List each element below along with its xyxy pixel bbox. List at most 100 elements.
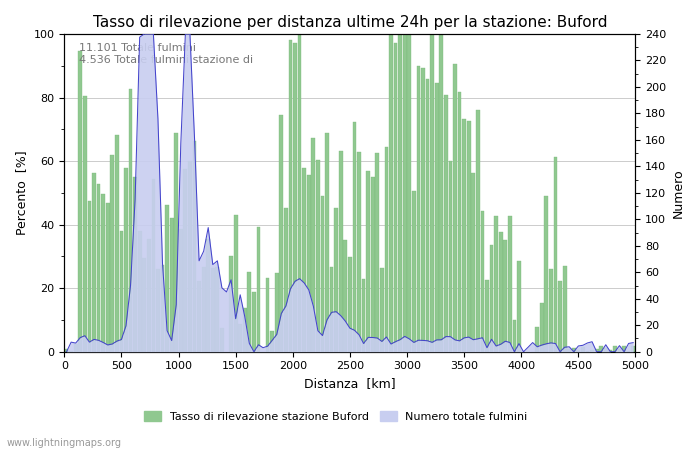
- Bar: [608, 350, 612, 352]
- Bar: [257, 227, 260, 352]
- Bar: [102, 194, 105, 352]
- Bar: [503, 240, 507, 352]
- Bar: [480, 211, 484, 352]
- Bar: [490, 244, 493, 352]
- Bar: [604, 348, 608, 352]
- Bar: [494, 216, 498, 352]
- Bar: [462, 119, 466, 352]
- Bar: [97, 184, 100, 352]
- Bar: [407, 34, 411, 352]
- Bar: [545, 196, 548, 352]
- Bar: [581, 347, 584, 352]
- Bar: [312, 139, 315, 352]
- Y-axis label: Numero: Numero: [672, 168, 685, 218]
- Bar: [115, 135, 119, 352]
- Bar: [220, 328, 224, 352]
- Bar: [298, 34, 302, 352]
- Bar: [371, 177, 374, 352]
- Title: Tasso di rilevazione per distanza ultime 24h per la stazione: Buford: Tasso di rilevazione per distanza ultime…: [92, 15, 607, 30]
- Bar: [508, 216, 512, 352]
- Bar: [64, 349, 69, 352]
- Bar: [284, 207, 288, 352]
- Bar: [353, 122, 356, 352]
- Bar: [339, 151, 342, 352]
- Bar: [147, 239, 150, 352]
- Bar: [211, 268, 215, 352]
- Bar: [631, 346, 635, 352]
- Bar: [512, 320, 517, 352]
- Bar: [595, 349, 598, 352]
- Bar: [111, 155, 114, 352]
- Bar: [590, 350, 594, 352]
- Bar: [183, 169, 187, 352]
- Bar: [622, 346, 626, 352]
- Bar: [357, 152, 361, 352]
- Bar: [444, 95, 448, 352]
- Bar: [402, 34, 407, 352]
- Bar: [83, 96, 87, 352]
- Bar: [467, 121, 470, 352]
- Bar: [335, 208, 338, 352]
- Legend: Tasso di rilevazione stazione Buford, Numero totale fulmini: Tasso di rilevazione stazione Buford, Nu…: [140, 407, 532, 427]
- Bar: [252, 292, 256, 352]
- Bar: [120, 230, 123, 352]
- Bar: [499, 232, 503, 352]
- Bar: [567, 349, 571, 352]
- Bar: [302, 168, 306, 352]
- Bar: [558, 281, 562, 352]
- Bar: [412, 191, 416, 352]
- Bar: [536, 327, 539, 352]
- Bar: [485, 280, 489, 352]
- Bar: [160, 265, 164, 352]
- Bar: [170, 218, 174, 352]
- Bar: [179, 229, 183, 352]
- Bar: [426, 79, 429, 352]
- Bar: [435, 83, 439, 352]
- Bar: [133, 177, 137, 352]
- Bar: [380, 268, 384, 352]
- Bar: [344, 240, 347, 352]
- Bar: [78, 51, 82, 352]
- Bar: [74, 344, 78, 352]
- Bar: [577, 350, 580, 352]
- Bar: [202, 267, 206, 352]
- Text: www.lightningmaps.org: www.lightningmaps.org: [7, 438, 122, 448]
- Bar: [193, 140, 197, 352]
- Bar: [316, 160, 320, 352]
- Bar: [389, 34, 393, 352]
- Bar: [517, 261, 521, 352]
- Bar: [188, 161, 192, 352]
- Bar: [238, 324, 242, 352]
- Bar: [326, 133, 329, 352]
- X-axis label: Distanza  [km]: Distanza [km]: [304, 377, 396, 390]
- Bar: [362, 279, 365, 352]
- Bar: [321, 196, 324, 352]
- Bar: [129, 89, 132, 352]
- Bar: [151, 179, 155, 352]
- Bar: [613, 346, 617, 352]
- Bar: [165, 206, 169, 352]
- Bar: [471, 172, 475, 352]
- Bar: [440, 34, 443, 352]
- Bar: [174, 133, 178, 352]
- Bar: [206, 238, 210, 352]
- Bar: [92, 173, 96, 352]
- Bar: [138, 231, 141, 352]
- Bar: [288, 40, 293, 352]
- Y-axis label: Percento  [%]: Percento [%]: [15, 150, 28, 235]
- Bar: [617, 349, 622, 352]
- Bar: [216, 267, 219, 352]
- Bar: [375, 153, 379, 352]
- Bar: [421, 68, 425, 352]
- Bar: [416, 66, 420, 352]
- Text: 11.101 Totale fulmini
4.536 Totale fulmini stazione di: 11.101 Totale fulmini 4.536 Totale fulmi…: [78, 44, 253, 65]
- Bar: [270, 332, 274, 352]
- Bar: [275, 273, 279, 352]
- Bar: [384, 147, 388, 352]
- Bar: [124, 168, 128, 352]
- Bar: [106, 203, 110, 352]
- Bar: [248, 272, 251, 352]
- Bar: [266, 279, 270, 352]
- Bar: [156, 269, 160, 352]
- Bar: [229, 256, 233, 352]
